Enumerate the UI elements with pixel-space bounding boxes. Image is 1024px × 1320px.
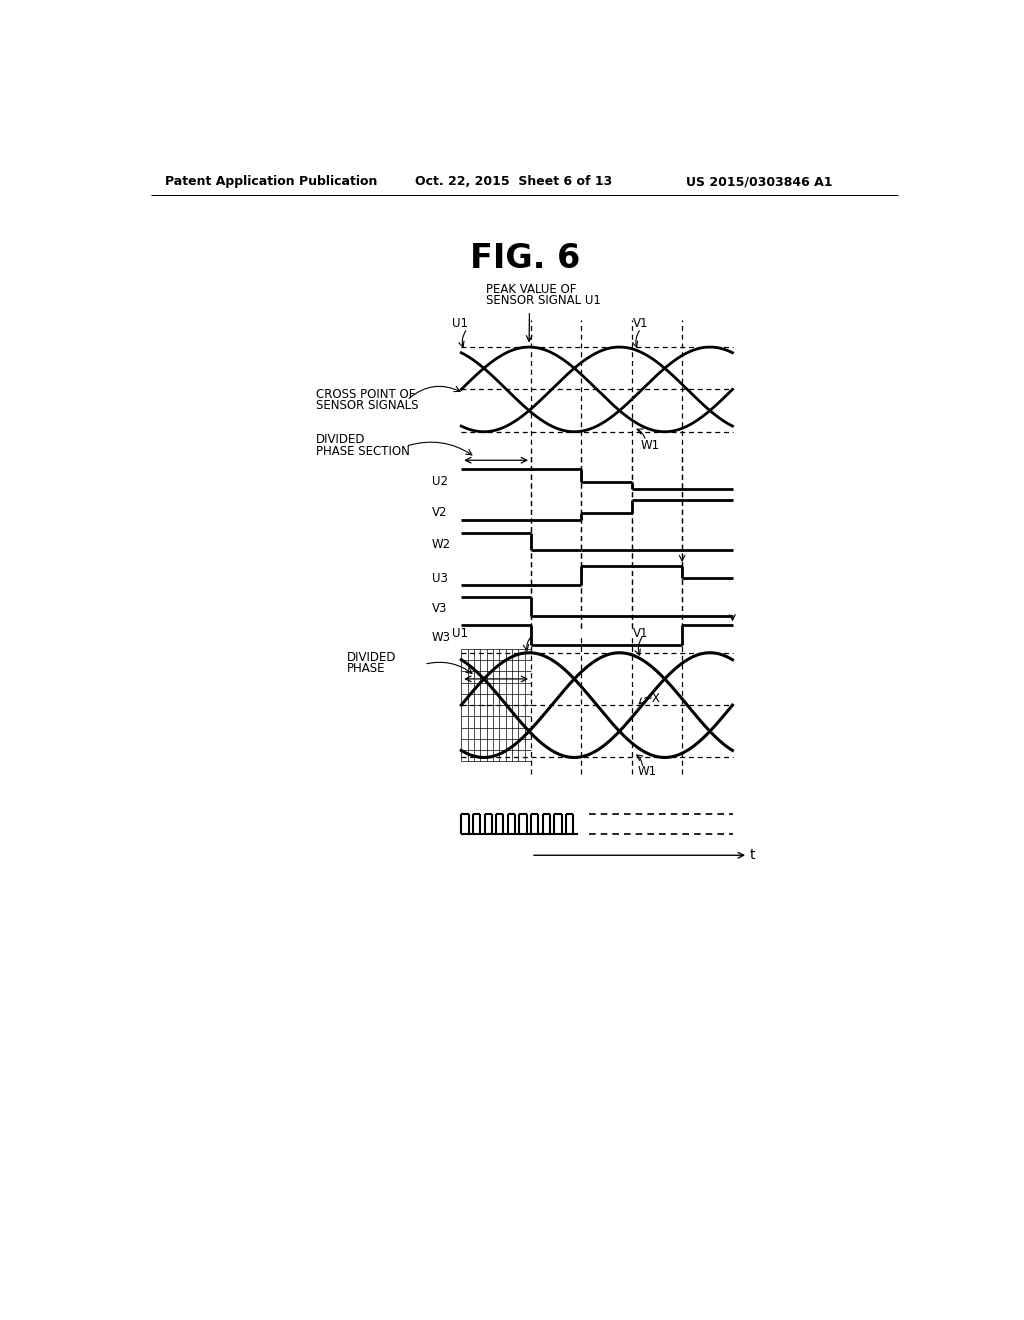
Text: V2: V2 [432,506,447,519]
Text: Oct. 22, 2015  Sheet 6 of 13: Oct. 22, 2015 Sheet 6 of 13 [415,176,612,187]
Text: U2: U2 [432,475,447,488]
Text: W2: W2 [432,539,451,552]
Text: W1: W1 [641,440,660,453]
Text: V1: V1 [633,627,649,640]
Text: t: t [750,849,755,862]
Text: Patent Application Publication: Patent Application Publication [165,176,378,187]
Text: SENSOR SIGNALS: SENSOR SIGNALS [315,399,418,412]
Text: FIG. 6: FIG. 6 [470,242,580,275]
Text: SENSOR SIGNAL U1: SENSOR SIGNAL U1 [486,294,601,308]
Text: V1: V1 [633,317,649,330]
Text: W1: W1 [638,764,657,777]
Text: ~X: ~X [643,693,660,705]
Text: PEAK VALUE OF: PEAK VALUE OF [486,282,577,296]
Text: U1: U1 [452,317,468,330]
Text: U3: U3 [432,572,447,585]
Text: PHASE SECTION: PHASE SECTION [315,445,410,458]
Text: DIVIDED: DIVIDED [315,433,365,446]
Text: DIVIDED: DIVIDED [346,651,396,664]
Text: US 2015/0303846 A1: US 2015/0303846 A1 [686,176,833,187]
Text: V3: V3 [432,602,447,615]
Text: W3: W3 [432,631,451,644]
Text: CROSS POINT OF: CROSS POINT OF [315,388,415,400]
Text: U1: U1 [452,627,468,640]
Text: PHASE: PHASE [346,663,385,676]
